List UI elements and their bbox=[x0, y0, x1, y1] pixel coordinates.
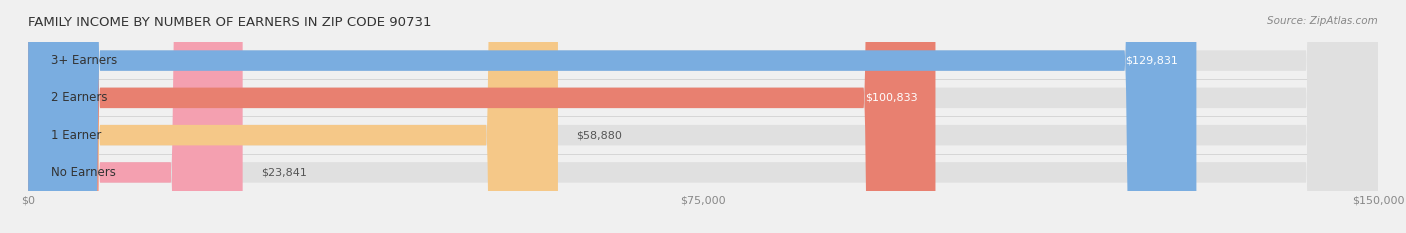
Text: FAMILY INCOME BY NUMBER OF EARNERS IN ZIP CODE 90731: FAMILY INCOME BY NUMBER OF EARNERS IN ZI… bbox=[28, 16, 432, 29]
FancyBboxPatch shape bbox=[28, 0, 243, 233]
Text: Source: ZipAtlas.com: Source: ZipAtlas.com bbox=[1267, 16, 1378, 26]
Text: $100,833: $100,833 bbox=[865, 93, 918, 103]
Text: $129,831: $129,831 bbox=[1126, 56, 1178, 65]
FancyBboxPatch shape bbox=[28, 0, 1197, 233]
FancyBboxPatch shape bbox=[28, 0, 935, 233]
Text: $23,841: $23,841 bbox=[260, 168, 307, 177]
Text: $58,880: $58,880 bbox=[576, 130, 621, 140]
FancyBboxPatch shape bbox=[28, 0, 1378, 233]
Text: 3+ Earners: 3+ Earners bbox=[51, 54, 117, 67]
FancyBboxPatch shape bbox=[28, 0, 1378, 233]
Text: 2 Earners: 2 Earners bbox=[51, 91, 107, 104]
Text: 1 Earner: 1 Earner bbox=[51, 129, 101, 142]
FancyBboxPatch shape bbox=[28, 0, 1378, 233]
FancyBboxPatch shape bbox=[28, 0, 1378, 233]
FancyBboxPatch shape bbox=[28, 0, 558, 233]
Text: No Earners: No Earners bbox=[51, 166, 115, 179]
